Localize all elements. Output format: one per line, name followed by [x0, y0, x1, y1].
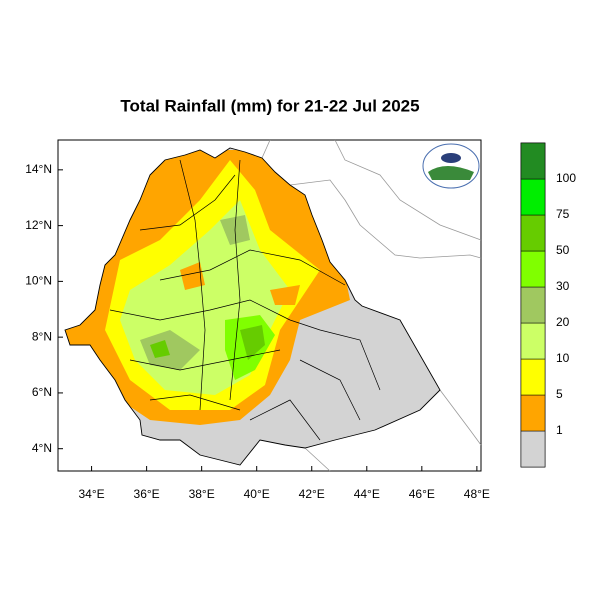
colorbar-label: 30	[556, 279, 570, 293]
x-tick-label: 48°E	[464, 487, 490, 501]
y-tick-label: 4°N	[32, 441, 52, 455]
colorbar-box	[520, 430, 546, 468]
x-tick-label: 42°E	[299, 487, 325, 501]
colorbar-label: 100	[556, 171, 576, 185]
colorbar-box	[520, 178, 546, 216]
colorbar-box	[520, 214, 546, 252]
map-title: Total Rainfall (mm) for 21-22 Jul 2025	[120, 96, 419, 115]
x-tick-label: 36°E	[134, 487, 160, 501]
x-tick-label: 34°E	[78, 487, 104, 501]
colorbar-label: 1	[556, 423, 563, 437]
colorbar-box	[520, 358, 546, 396]
y-tick-label: 8°N	[32, 329, 52, 343]
admin-borders	[109, 159, 381, 441]
x-tick-label: 44°E	[354, 487, 380, 501]
logo	[422, 143, 480, 189]
x-tick-label: 38°E	[189, 487, 215, 501]
colorbar-label: 50	[556, 243, 570, 257]
y-tick-label: 6°N	[32, 385, 52, 399]
colorbar-label: 5	[556, 387, 563, 401]
colorbar-box	[520, 286, 546, 324]
x-tick-label: 40°E	[244, 487, 270, 501]
colorbar-box	[520, 394, 546, 432]
y-tick-label: 12°N	[25, 218, 52, 232]
neighbor-borders	[261, 139, 482, 472]
y-tick-label: 10°N	[25, 274, 52, 288]
colorbar-box	[520, 142, 546, 180]
colorbar-box	[520, 250, 546, 288]
y-tick-label: 14°N	[25, 162, 52, 176]
colorbar-label: 75	[556, 207, 570, 221]
x-tick-label: 46°E	[409, 487, 435, 501]
colorbar-label: 20	[556, 315, 570, 329]
colorbar-box	[520, 322, 546, 360]
colorbar-label: 10	[556, 351, 570, 365]
